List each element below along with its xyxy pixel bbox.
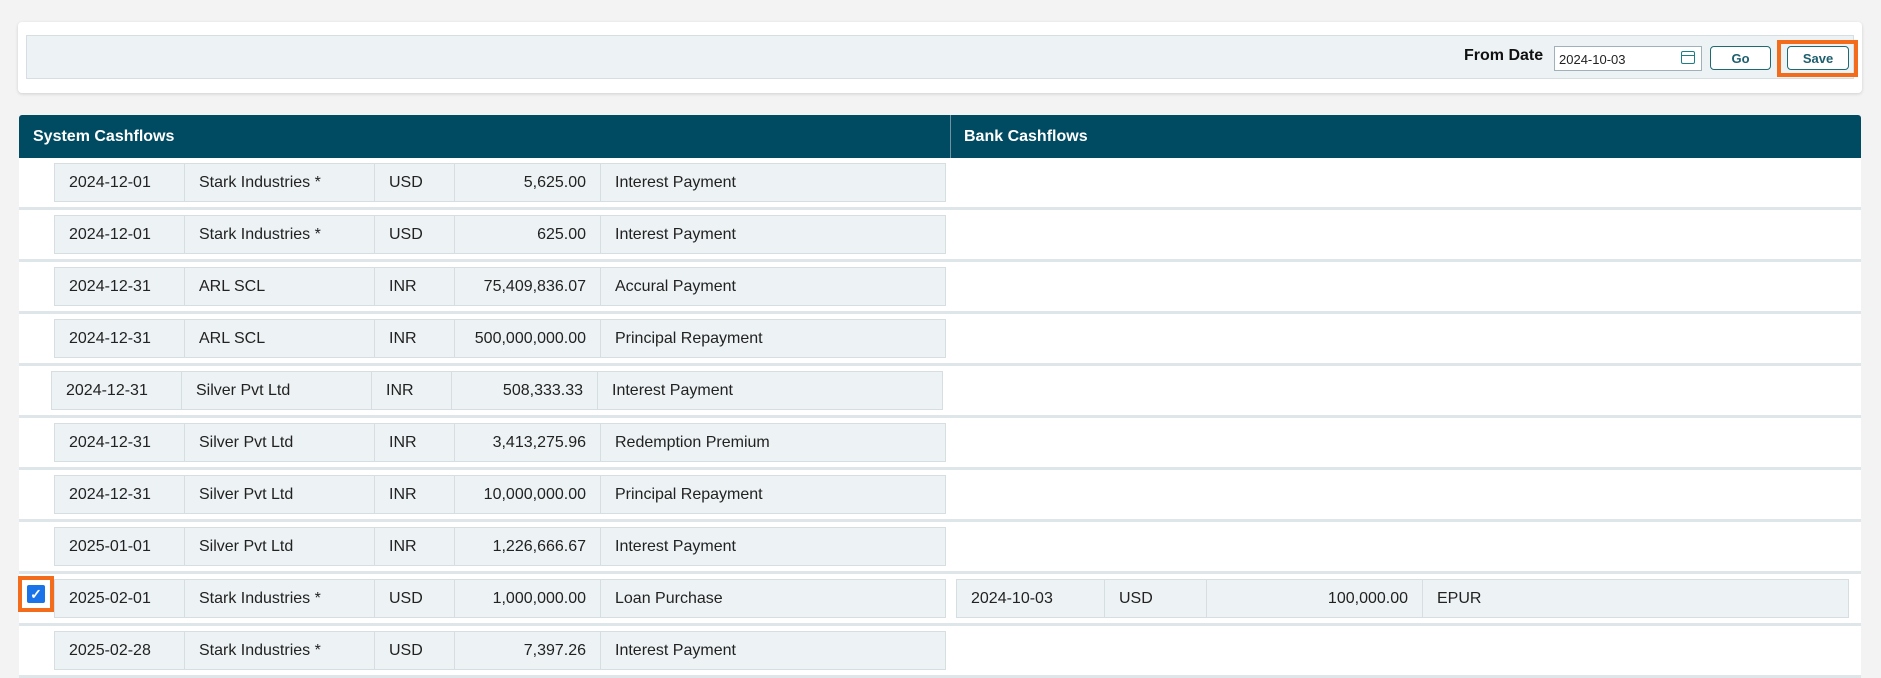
cell-ccy: USD bbox=[375, 632, 455, 669]
cell-name: ARL SCL bbox=[185, 320, 375, 357]
from-date-value: 2024-10-03 bbox=[1559, 52, 1626, 67]
system-cashflow[interactable]: 2025-01-01 Silver Pvt Ltd INR 1,226,666.67 I… bbox=[54, 527, 946, 566]
cell-desc: Interest Payment bbox=[615, 174, 736, 191]
cell-ccy: INR bbox=[375, 476, 455, 513]
cell-amount: 508,333.33 bbox=[452, 372, 598, 409]
cell-ccy: INR bbox=[375, 528, 455, 565]
cell-name: Stark Industries * bbox=[185, 580, 375, 617]
cell-date: 2025-01-01 bbox=[55, 528, 185, 565]
cell-ccy: USD bbox=[375, 164, 455, 201]
from-date-input[interactable]: 2024-10-03 bbox=[1554, 46, 1702, 71]
cell-amount: 3,413,275.96 bbox=[455, 424, 601, 461]
cell-date: 2024-12-31 bbox=[52, 372, 182, 409]
table-row[interactable]: 2024-12-01 Stark Industries * USD 625.00 Int… bbox=[19, 210, 1861, 262]
cell-desc: Interest Payment bbox=[615, 642, 736, 659]
cell-desc: Interest Payment bbox=[615, 538, 736, 555]
table-row[interactable]: 2025-02-28 Stark Industries * USD 7,397.26 I… bbox=[19, 626, 1861, 678]
cell-desc: Redemption Premium bbox=[615, 434, 770, 451]
filter-card: From Date 2024-10-03 Go Save bbox=[18, 22, 1862, 93]
cell-amount: 75,409,836.07 bbox=[455, 268, 601, 305]
cell-ccy: USD bbox=[375, 216, 455, 253]
cell-name: ARL SCL bbox=[185, 268, 375, 305]
cell-desc: Interest Payment bbox=[615, 226, 736, 243]
table-row[interactable]: 2024-12-31 Silver Pvt Ltd INR 508,333.33 Int… bbox=[19, 366, 1861, 418]
cell-name: Silver Pvt Ltd bbox=[185, 528, 375, 565]
cell-name: Silver Pvt Ltd bbox=[182, 372, 372, 409]
table-row[interactable]: 2024-12-31 ARL SCL INR 75,409,836.07 Accural… bbox=[19, 262, 1861, 314]
bank-cell-amount: 100,000.00 bbox=[1207, 580, 1423, 617]
cell-desc: Accural Payment bbox=[615, 278, 736, 295]
cell-name: Silver Pvt Ltd bbox=[185, 424, 375, 461]
cell-ccy: INR bbox=[375, 268, 455, 305]
row-checkbox[interactable]: ✓ bbox=[18, 576, 54, 612]
cell-desc: Principal Repayment bbox=[615, 486, 763, 503]
cell-date: 2024-12-01 bbox=[55, 216, 185, 253]
save-button[interactable]: Save bbox=[1787, 46, 1849, 70]
cell-date: 2024-12-31 bbox=[55, 320, 185, 357]
system-cashflow[interactable]: 2025-02-28 Stark Industries * USD 7,397.26 I… bbox=[54, 631, 946, 670]
bank-cashflows-header: Bank Cashflows bbox=[964, 128, 1088, 145]
system-cashflow[interactable]: 2024-12-31 Silver Pvt Ltd INR 10,000,000.00… bbox=[54, 475, 946, 514]
bank-cell-desc: EPUR bbox=[1437, 590, 1482, 607]
go-button[interactable]: Go bbox=[1710, 46, 1771, 70]
cell-ccy: USD bbox=[375, 580, 455, 617]
header-divider bbox=[950, 115, 951, 158]
bank-cell-ccy: USD bbox=[1105, 580, 1207, 617]
cell-name: Silver Pvt Ltd bbox=[185, 476, 375, 513]
bank-cell-date: 2024-10-03 bbox=[957, 580, 1105, 617]
table-row[interactable]: 2024-12-31 Silver Pvt Ltd INR 3,413,275.96 R… bbox=[19, 418, 1861, 470]
cell-date: 2024-12-31 bbox=[55, 476, 185, 513]
cell-amount: 1,226,666.67 bbox=[455, 528, 601, 565]
cell-date: 2025-02-28 bbox=[55, 632, 185, 669]
system-cashflow[interactable]: 2024-12-01 Stark Industries * USD 5,625.00 I… bbox=[54, 163, 946, 202]
cell-amount: 10,000,000.00 bbox=[455, 476, 601, 513]
checkmark-icon: ✓ bbox=[27, 585, 45, 603]
save-highlight bbox=[1777, 40, 1858, 77]
table-row[interactable]: ✓ 2025-02-01 Stark Industries * USD 1,000,00… bbox=[18, 574, 1861, 626]
system-cashflows-header: System Cashflows bbox=[33, 128, 175, 145]
cell-desc: Loan Purchase bbox=[615, 590, 723, 607]
cell-amount: 7,397.26 bbox=[455, 632, 601, 669]
filter-bar: From Date 2024-10-03 Go Save bbox=[26, 35, 1854, 79]
cell-amount: 625.00 bbox=[455, 216, 601, 253]
table-row[interactable]: 2025-01-01 Silver Pvt Ltd INR 1,226,666.67 I… bbox=[19, 522, 1861, 574]
cell-name: Stark Industries * bbox=[185, 632, 375, 669]
cell-name: Stark Industries * bbox=[185, 164, 375, 201]
system-cashflow[interactable]: 2024-12-31 Silver Pvt Ltd INR 508,333.33 Int… bbox=[51, 371, 943, 410]
system-cashflow[interactable]: 2025-02-01 Stark Industries * USD 1,000,000… bbox=[54, 579, 946, 618]
from-date-label: From Date bbox=[1464, 47, 1544, 64]
table-row[interactable]: 2024-12-31 ARL SCL INR 500,000,000.00 Princi… bbox=[19, 314, 1861, 366]
system-cashflow[interactable]: 2024-12-31 ARL SCL INR 500,000,000.00 Princi… bbox=[54, 319, 946, 358]
cell-ccy: INR bbox=[375, 424, 455, 461]
bank-cashflow[interactable]: 2024-10-03 USD 100,000.00 EPUR bbox=[956, 579, 1849, 618]
cell-date: 2024-12-01 bbox=[55, 164, 185, 201]
system-cashflow[interactable]: 2024-12-31 ARL SCL INR 75,409,836.07 Accural… bbox=[54, 267, 946, 306]
cell-amount: 5,625.00 bbox=[455, 164, 601, 201]
cell-ccy: INR bbox=[375, 320, 455, 357]
calendar-icon[interactable] bbox=[1681, 51, 1695, 64]
table-header: System Cashflows Bank Cashflows bbox=[19, 115, 1861, 158]
table-row[interactable]: 2024-12-01 Stark Industries * USD 5,625.00 I… bbox=[19, 158, 1861, 210]
system-cashflow[interactable]: 2024-12-31 Silver Pvt Ltd INR 3,413,275.96 R… bbox=[54, 423, 946, 462]
system-cashflow[interactable]: 2024-12-01 Stark Industries * USD 625.00 Int… bbox=[54, 215, 946, 254]
cell-date: 2025-02-01 bbox=[55, 580, 185, 617]
cell-amount: 1,000,000.00 bbox=[455, 580, 601, 617]
cell-date: 2024-12-31 bbox=[55, 424, 185, 461]
cell-name: Stark Industries * bbox=[185, 216, 375, 253]
cashflow-table-body: 2024-12-01 Stark Industries * USD 5,625.00 I… bbox=[18, 158, 1861, 678]
cell-ccy: INR bbox=[372, 372, 452, 409]
table-row[interactable]: 2024-12-31 Silver Pvt Ltd INR 10,000,000.00… bbox=[19, 470, 1861, 522]
cell-amount: 500,000,000.00 bbox=[455, 320, 601, 357]
cell-desc: Principal Repayment bbox=[615, 330, 763, 347]
cell-desc: Interest Payment bbox=[612, 382, 733, 399]
cell-date: 2024-12-31 bbox=[55, 268, 185, 305]
